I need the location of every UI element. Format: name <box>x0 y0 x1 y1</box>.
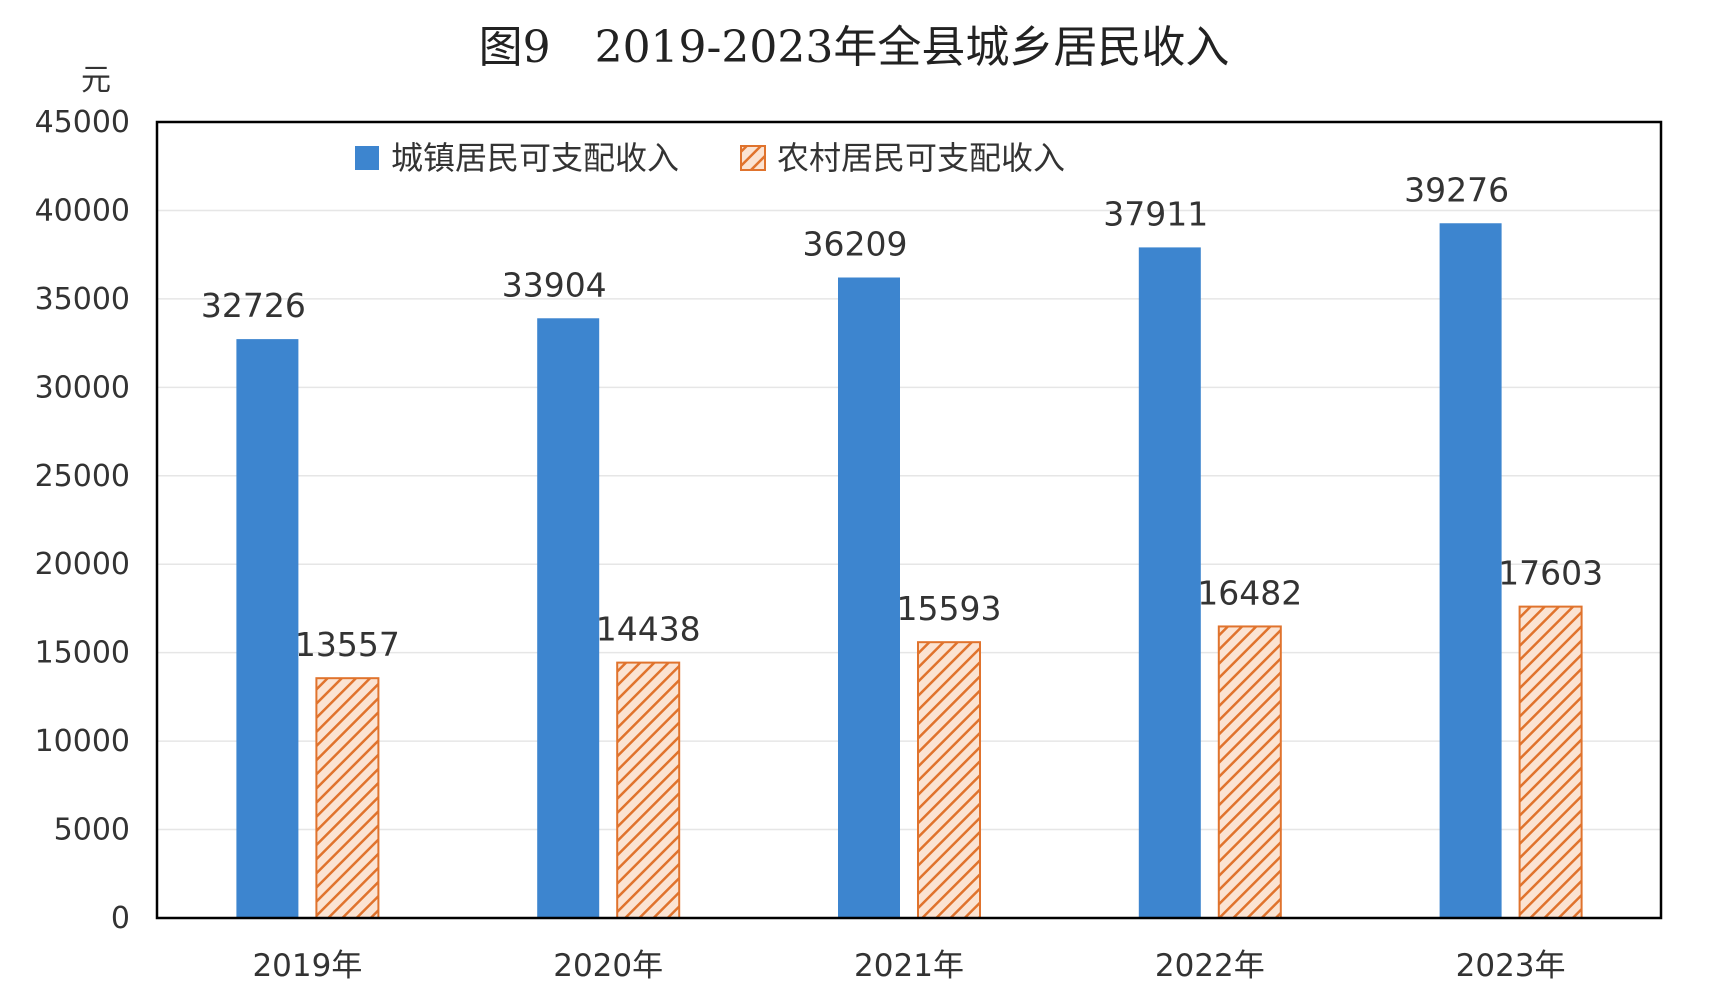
data-label-rural: 13557 <box>295 625 400 664</box>
data-label-rural: 15593 <box>897 589 1002 628</box>
data-labels: 32726 13557 33904 14438 36209 15593 37911 16482… <box>201 170 1603 664</box>
bar-rural <box>1217 625 1282 919</box>
chart-title: 图9 2019-2023年全县城乡居民收入 <box>479 22 1230 73</box>
legend-swatch-urban <box>355 146 379 170</box>
data-label-rural: 16482 <box>1197 573 1302 612</box>
y-tick-label: 45000 <box>35 105 130 140</box>
x-tick-label: 2023年 <box>1456 948 1566 984</box>
bar-urban <box>236 339 299 919</box>
data-label-rural: 17603 <box>1498 554 1603 593</box>
bar-urban <box>1439 223 1502 918</box>
x-tick-label: 2020年 <box>553 948 663 984</box>
x-tick-label: 2019年 <box>252 948 362 984</box>
data-label-rural: 14438 <box>596 610 701 649</box>
plot-frame <box>155 120 1663 920</box>
bar-urban <box>1138 247 1201 918</box>
x-tick-label: 2021年 <box>854 948 964 984</box>
bar-rural <box>1518 605 1583 919</box>
bar-rural <box>917 641 981 920</box>
y-tick-label: 10000 <box>35 724 130 759</box>
y-tick-label: 40000 <box>35 193 130 228</box>
y-tick-label: 15000 <box>35 636 130 671</box>
bar-rural <box>616 661 681 920</box>
y-axis-unit: 元 <box>81 63 111 98</box>
y-tick-label: 30000 <box>35 370 130 405</box>
data-label-urban: 36209 <box>803 225 908 264</box>
legend: 城镇居民可支配收入 农村居民可支配收入 <box>355 139 1065 177</box>
legend-swatch-rural <box>740 145 766 171</box>
bar-rural <box>315 677 380 919</box>
gridlines <box>157 209 1661 831</box>
y-tick-label: 5000 <box>54 813 130 848</box>
bar-urban <box>537 318 600 919</box>
data-label-urban: 32726 <box>201 286 306 325</box>
data-label-urban: 37911 <box>1103 194 1208 233</box>
y-tick-label: 0 <box>111 901 130 936</box>
legend-label-urban: 城镇居民可支配收入 <box>391 139 679 177</box>
y-tick-label: 25000 <box>35 459 130 494</box>
bar-urban <box>838 277 900 918</box>
data-label-urban: 39276 <box>1404 170 1509 209</box>
y-tick-label: 20000 <box>35 547 130 582</box>
y-tick-label: 35000 <box>35 282 130 317</box>
x-axis-ticks: 2019年 2020年 2021年 2022年 2023年 <box>252 948 1565 984</box>
bars <box>236 223 1583 920</box>
legend-label-rural: 农村居民可支配收入 <box>777 139 1065 177</box>
y-axis-ticks: 0 5000 10000 15000 20000 25000 30000 35000 40000… <box>35 105 130 936</box>
x-tick-label: 2022年 <box>1155 948 1265 984</box>
data-label-urban: 33904 <box>502 265 607 304</box>
